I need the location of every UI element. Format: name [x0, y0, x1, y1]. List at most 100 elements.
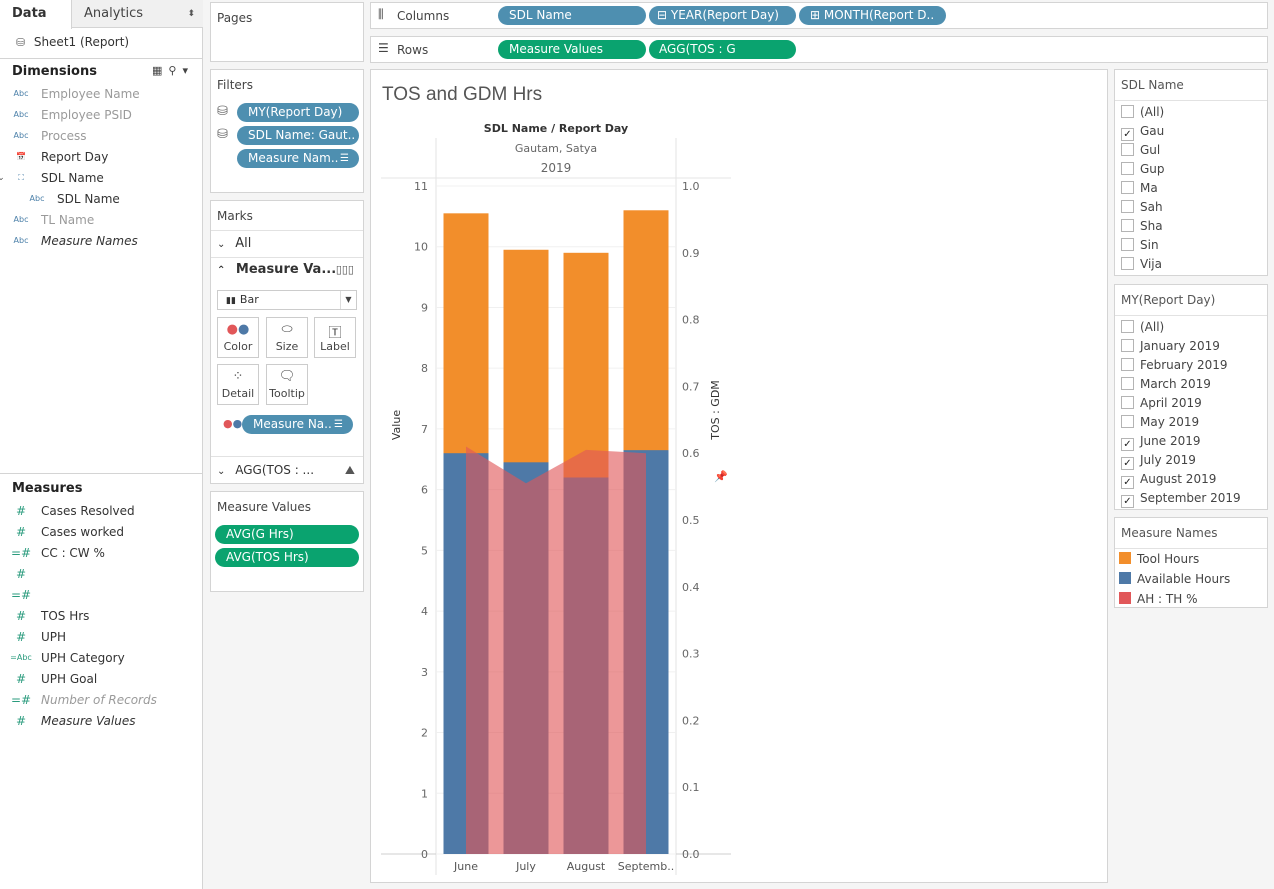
tab-sort-icon[interactable]: ⬍ [187, 9, 195, 19]
measure-field[interactable]: # [0, 564, 200, 584]
datasource-item[interactable]: ⛁ Sheet1 (Report) [16, 34, 129, 50]
columns-shelf[interactable]: ⫼ Columns SDL Name ⊟ YEAR(Report Day) ⊞ … [370, 2, 1268, 29]
checkbox-unchecked[interactable] [1121, 162, 1134, 175]
rows-shelf[interactable]: ☰ Rows Measure Values AGG(TOS : G [370, 36, 1268, 63]
tab-data[interactable]: Data [0, 0, 72, 29]
marks-measure-values-row[interactable]: ⌃ Measure Va... [217, 262, 336, 277]
detail-button[interactable]: ⁘ Detail [217, 364, 259, 405]
filter-option[interactable]: Ma [1121, 179, 1261, 198]
checkbox-unchecked[interactable] [1121, 105, 1134, 118]
columns-pill-year[interactable]: ⊟ YEAR(Report Day) [649, 6, 796, 25]
filter-option[interactable]: ✓ September 2019 [1121, 489, 1261, 508]
checkbox-unchecked[interactable] [1121, 219, 1134, 232]
checkbox-checked[interactable]: ✓ [1121, 476, 1134, 489]
rows-pill-agg-tos-gdm[interactable]: AGG(TOS : G [649, 40, 796, 59]
grid-view-icon[interactable]: ▦ [152, 64, 169, 77]
dimension-field[interactable]: Abc SDL Name [0, 189, 200, 209]
dimension-field[interactable]: Abc Employee PSID [0, 105, 200, 125]
checkbox-unchecked[interactable] [1121, 257, 1134, 270]
filter-option[interactable]: Sha [1121, 217, 1261, 236]
filter-pill-measure-names[interactable]: Measure Nam.. ☰ [237, 149, 359, 168]
measure-field[interactable]: # Cases worked [0, 522, 200, 542]
filter-option[interactable]: ✓ Gau [1121, 122, 1261, 141]
filter-option[interactable]: Gup [1121, 160, 1261, 179]
filter-option[interactable]: ✓ July 2019 [1121, 451, 1261, 470]
marks-all-row[interactable]: ⌄ All [217, 236, 251, 251]
measure-field[interactable]: # UPH Goal [0, 669, 200, 689]
dimension-field[interactable]: ⌄ ⛶ SDL Name [0, 168, 200, 188]
checkbox-unchecked[interactable] [1121, 181, 1134, 194]
color-button[interactable]: ●● Color [217, 317, 259, 358]
measure-field[interactable]: =Abc UPH Category [0, 648, 200, 668]
checkbox-unchecked[interactable] [1121, 358, 1134, 371]
color-pill-measure-names[interactable]: Measure Na.. ☰ [242, 415, 353, 434]
rows-pill-measure-values[interactable]: Measure Values [498, 40, 646, 59]
marks-title: Marks [217, 209, 253, 223]
measure-field[interactable]: =# Number of Records [0, 690, 200, 710]
filter-option[interactable]: (All) [1121, 318, 1261, 337]
filter-option[interactable]: (All) [1121, 103, 1261, 122]
mark-type-dropdown[interactable]: ▮▮ Bar ▼ [217, 290, 357, 310]
checkbox-unchecked[interactable] [1121, 238, 1134, 251]
marks-agg-row[interactable]: ⌄ AGG(TOS : ... [217, 463, 314, 477]
filter-option[interactable]: Sah [1121, 198, 1261, 217]
checkbox-unchecked[interactable] [1121, 200, 1134, 213]
filter-option[interactable]: Gul [1121, 141, 1261, 160]
tooltip-button[interactable]: 🗨 Tooltip [266, 364, 308, 405]
measure-pill-gdm-hrs[interactable]: AVG(G Hrs) [215, 525, 359, 544]
columns-pill-sdl-name[interactable]: SDL Name [498, 6, 646, 25]
column-header-year: 2019 [541, 161, 572, 175]
measure-field[interactable]: =# CC : CW % [0, 543, 200, 563]
filter-option[interactable]: March 2019 [1121, 375, 1261, 394]
legend-item[interactable]: Available Hours [1119, 569, 1230, 589]
checkbox-unchecked[interactable] [1121, 143, 1134, 156]
measure-field[interactable]: =# [0, 585, 200, 605]
filter-pill-sdl-name[interactable]: SDL Name: Gaut.. [237, 126, 359, 145]
checkbox-checked[interactable]: ✓ [1121, 438, 1134, 451]
y-tick-label: 8 [421, 362, 428, 375]
legend-item[interactable]: Tool Hours [1119, 549, 1199, 569]
size-button[interactable]: ⬭ Size [266, 317, 308, 358]
filter-option-label: Sah [1140, 200, 1163, 214]
measure-pill-tos-hrs[interactable]: AVG(TOS Hrs) [215, 548, 359, 567]
filter-option[interactable]: Vija [1121, 255, 1261, 274]
legend-item[interactable]: AH : TH % [1119, 589, 1197, 609]
pages-card[interactable]: Pages [210, 2, 364, 62]
dimension-label: TL Name [41, 213, 95, 227]
filter-option[interactable]: February 2019 [1121, 356, 1261, 375]
pin-icon[interactable]: 📌 [714, 469, 728, 483]
checkbox-checked[interactable]: ✓ [1121, 457, 1134, 470]
columns-pill-month[interactable]: ⊞ MONTH(Report D.. [799, 6, 946, 25]
search-icon[interactable]: ⚲ [168, 64, 183, 77]
filter-option[interactable]: April 2019 [1121, 394, 1261, 413]
checkbox-unchecked[interactable] [1121, 377, 1134, 390]
checkbox-checked[interactable]: ✓ [1121, 128, 1134, 141]
checkbox-unchecked[interactable] [1121, 415, 1134, 428]
checkbox-checked[interactable]: ✓ [1121, 495, 1134, 508]
checkbox-unchecked[interactable] [1121, 339, 1134, 352]
filter-option[interactable]: May 2019 [1121, 413, 1261, 432]
area-ah-th-percent[interactable] [466, 446, 646, 854]
checkbox-unchecked[interactable] [1121, 320, 1134, 333]
filter-pill-my-report-day[interactable]: MY(Report Day) [237, 103, 359, 122]
checkbox-unchecked[interactable] [1121, 396, 1134, 409]
tab-analytics[interactable]: Analytics ⬍ [72, 0, 203, 28]
filter-option[interactable]: January 2019 [1121, 337, 1261, 356]
filter-option[interactable]: Sin [1121, 236, 1261, 255]
measure-field[interactable]: # Measure Values [0, 711, 200, 731]
field-type-icon: Abc [13, 215, 29, 224]
dimension-field[interactable]: Abc Measure Names [0, 231, 200, 251]
menu-dropdown-icon[interactable]: ▾ [182, 64, 194, 77]
filter-option[interactable]: ✓ June 2019 [1121, 432, 1261, 451]
dimension-field[interactable]: Abc Employee Name [0, 84, 200, 104]
dimension-field[interactable]: 📅 Report Day [0, 147, 200, 167]
filter-option[interactable]: ✓ August 2019 [1121, 470, 1261, 489]
dimension-field[interactable]: Abc TL Name [0, 210, 200, 230]
measure-field[interactable]: # TOS Hrs [0, 606, 200, 626]
dimension-field[interactable]: Abc Process [0, 126, 200, 146]
chart-title: TOS and GDM Hrs [382, 84, 543, 105]
measure-field[interactable]: # Cases Resolved [0, 501, 200, 521]
expand-caret-icon[interactable]: ⌄ [0, 173, 5, 183]
measure-field[interactable]: # UPH [0, 627, 200, 647]
label-button[interactable]: 🅃 Label [314, 317, 356, 358]
